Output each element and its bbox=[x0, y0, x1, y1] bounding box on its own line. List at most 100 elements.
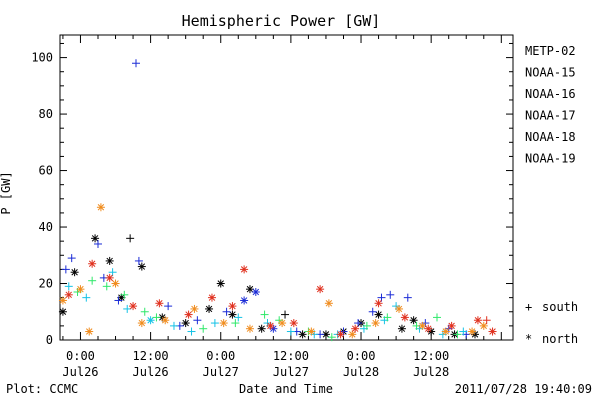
data-point-south bbox=[64, 282, 73, 291]
data-point-south bbox=[260, 310, 269, 319]
data-point-south bbox=[281, 310, 290, 319]
data-point-north bbox=[316, 285, 325, 294]
data-point-south bbox=[354, 319, 363, 328]
data-point-south bbox=[193, 316, 202, 325]
data-point-north bbox=[488, 327, 497, 336]
data-point-south bbox=[234, 313, 243, 322]
x-tick-time: 12:00 bbox=[413, 349, 449, 363]
footer-timestamp: 2011/07/28 19:40:09 bbox=[455, 382, 592, 396]
data-point-north bbox=[216, 279, 225, 288]
data-point-south bbox=[187, 327, 196, 336]
data-point-south bbox=[403, 293, 412, 302]
y-tick-label: 60 bbox=[39, 164, 53, 178]
data-point-north bbox=[70, 268, 79, 277]
data-point-north bbox=[146, 316, 155, 325]
data-point-south bbox=[88, 276, 97, 285]
series-noaa-18 bbox=[58, 203, 488, 339]
data-point-north bbox=[324, 299, 333, 308]
data-point-north bbox=[409, 316, 418, 325]
chart-title: Hemispheric Power [GW] bbox=[182, 12, 381, 30]
data-point-north bbox=[240, 296, 249, 305]
data-point-north bbox=[207, 293, 216, 302]
data-point-north bbox=[58, 307, 67, 316]
x-tick-date: Jul27 bbox=[203, 365, 239, 379]
data-point-south bbox=[134, 256, 143, 265]
data-point-south bbox=[459, 327, 468, 336]
data-point-north bbox=[447, 321, 456, 330]
data-point-north bbox=[418, 321, 427, 330]
data-point-south bbox=[102, 282, 111, 291]
data-points bbox=[58, 59, 497, 342]
data-point-north bbox=[64, 290, 73, 299]
x-tick-date: Jul26 bbox=[133, 365, 169, 379]
data-point-north bbox=[111, 279, 120, 288]
data-point-south bbox=[383, 313, 392, 322]
data-point-north bbox=[228, 302, 237, 311]
data-point-north bbox=[96, 203, 105, 212]
south-symbol: + bbox=[525, 300, 532, 314]
data-point-north bbox=[289, 319, 298, 328]
data-point-north bbox=[190, 304, 199, 313]
data-point-north bbox=[137, 319, 146, 328]
x-tick-date: Jul28 bbox=[413, 365, 449, 379]
data-point-north bbox=[336, 330, 345, 339]
data-point-south bbox=[114, 296, 123, 305]
data-point-north bbox=[85, 327, 94, 336]
south-label: south bbox=[542, 300, 578, 314]
x-tick-date: Jul26 bbox=[62, 365, 98, 379]
y-tick-label: 0 bbox=[46, 333, 53, 347]
data-point-south bbox=[453, 330, 462, 339]
data-point-north bbox=[397, 324, 406, 333]
legend-entry: NOAA-16 bbox=[525, 87, 576, 101]
series-noaa-16 bbox=[64, 268, 468, 339]
data-point-south bbox=[140, 307, 149, 316]
x-tick-time: 12:00 bbox=[133, 349, 169, 363]
data-point-south bbox=[169, 321, 178, 330]
data-point-north bbox=[307, 327, 316, 336]
data-point-north bbox=[441, 327, 450, 336]
y-axis-label: P [GW] bbox=[0, 171, 13, 214]
x-tick-date: Jul27 bbox=[273, 365, 309, 379]
data-point-north bbox=[205, 304, 214, 313]
data-point-south bbox=[67, 254, 76, 263]
data-point-north bbox=[184, 310, 193, 319]
y-tick-label: 20 bbox=[39, 277, 53, 291]
series-noaa-19 bbox=[64, 259, 497, 339]
data-point-south bbox=[61, 265, 70, 274]
x-tick-time: 12:00 bbox=[273, 349, 309, 363]
data-point-south bbox=[120, 290, 129, 299]
data-point-north bbox=[395, 304, 404, 313]
data-point-north bbox=[479, 321, 488, 330]
data-point-north bbox=[219, 319, 228, 328]
legend-entry: NOAA-15 bbox=[525, 66, 576, 80]
data-point-south bbox=[82, 293, 91, 302]
series-noaa-17 bbox=[73, 276, 462, 342]
data-point-north bbox=[105, 273, 114, 282]
legend-entry: NOAA-18 bbox=[525, 130, 576, 144]
data-point-south bbox=[131, 59, 140, 68]
x-tick-time: 0:00 bbox=[66, 349, 95, 363]
data-point-south bbox=[368, 307, 377, 316]
data-point-north bbox=[348, 330, 357, 339]
data-point-north bbox=[298, 330, 307, 339]
series-metp-02 bbox=[58, 234, 480, 339]
x-axis: 0:00 Jul26 12:00 Jul26 0:00 Jul27 12:00 Jul27 0:… bbox=[62, 35, 502, 379]
legend-entry: NOAA-19 bbox=[525, 152, 576, 166]
data-point-north bbox=[137, 262, 146, 271]
x-tick-time: 0:00 bbox=[206, 349, 235, 363]
data-point-south bbox=[126, 234, 135, 243]
data-point-north bbox=[58, 296, 67, 305]
data-point-south bbox=[386, 290, 395, 299]
data-point-north bbox=[155, 299, 164, 308]
north-label: north bbox=[542, 332, 578, 346]
legend-entry: NOAA-17 bbox=[525, 109, 576, 123]
data-point-south bbox=[108, 268, 117, 277]
data-point-north bbox=[181, 319, 190, 328]
data-point-north bbox=[351, 324, 360, 333]
data-point-north bbox=[91, 234, 100, 243]
data-point-south bbox=[164, 302, 173, 311]
data-point-north bbox=[257, 324, 266, 333]
data-point-south bbox=[377, 293, 386, 302]
data-point-north bbox=[228, 310, 237, 319]
